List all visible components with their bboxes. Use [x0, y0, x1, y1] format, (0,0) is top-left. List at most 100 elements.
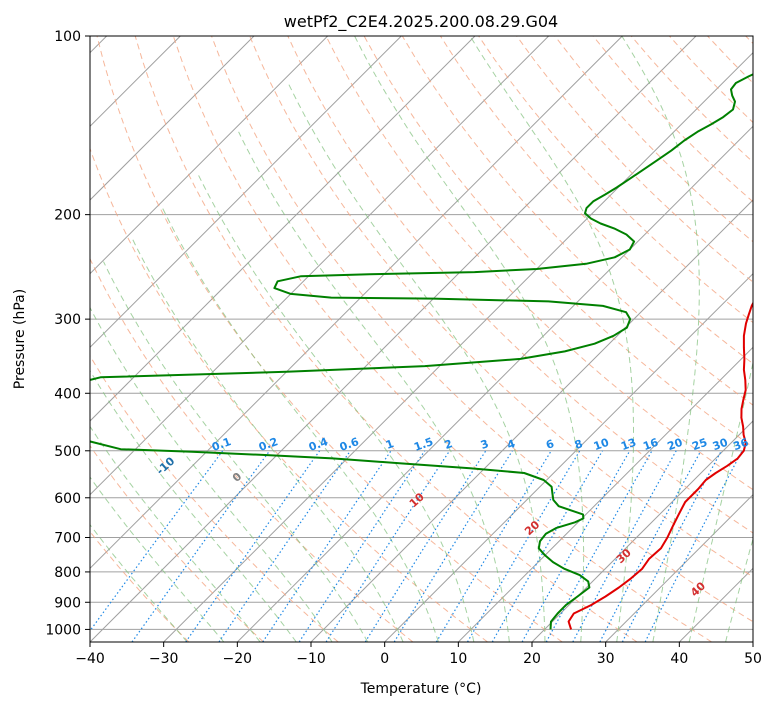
- moist-adiabat-line: [90, 369, 297, 642]
- y-tick-label: 600: [54, 491, 81, 507]
- moist-adiabat-line: [90, 476, 225, 642]
- x-tick-label: −40: [75, 651, 105, 667]
- mixing-ratio-line: [298, 450, 426, 642]
- y-tick-label: 400: [54, 386, 81, 402]
- x-axis-label: Temperature (°C): [360, 681, 482, 697]
- moist-adiabat-line: [725, 537, 753, 642]
- dry-adiabat-line: [249, 36, 753, 578]
- isotherm-line: [90, 36, 476, 422]
- x-tick-label: −20: [223, 651, 253, 667]
- isotherm-line: [90, 36, 550, 496]
- y-tick-label: 100: [54, 29, 81, 45]
- sounding-series: [90, 73, 753, 630]
- x-tick-label: 30: [597, 651, 615, 667]
- dry-adiabat-line: [96, 36, 563, 642]
- moist-adiabat-line: [469, 36, 634, 642]
- mixing-ratio-label: 0.6: [338, 435, 361, 454]
- dry-adiabat-line: [90, 354, 339, 642]
- y-tick-label: 700: [54, 531, 81, 547]
- dry-adiabat-line: [287, 36, 753, 534]
- y-tick-label: 1000: [45, 622, 81, 638]
- mixing-ratio-label: 36: [731, 436, 750, 454]
- mixing-ratio-label: 2: [443, 437, 455, 452]
- mixing-ratio-label: 4: [505, 437, 517, 452]
- mixing-ratio-label: 10: [592, 436, 611, 454]
- mixing-ratio-line: [325, 450, 451, 642]
- isotherm-line: [236, 125, 753, 642]
- mixing-ratio-label: 1: [384, 437, 396, 452]
- isotherm-line: [90, 36, 402, 349]
- isobar-grid: [90, 36, 753, 630]
- mixing-ratio-label: 0.2: [257, 435, 280, 454]
- x-tick-label: 0: [380, 651, 389, 667]
- moist-adiabat-line: [162, 207, 439, 642]
- dewpoint-profile-line: [90, 73, 753, 630]
- y-tick-label: 300: [54, 312, 81, 328]
- mixing-ratio-lines: [90, 450, 743, 642]
- y-tick-label: 500: [54, 444, 81, 460]
- isotherm-line: [163, 51, 753, 642]
- x-tick-label: 10: [449, 651, 467, 667]
- chart-title: wetPf2_C2E4.2025.200.08.29.G04: [284, 12, 558, 32]
- x-tick-label: 40: [670, 651, 688, 667]
- y-axis-label: Pressure (hPa): [12, 289, 28, 389]
- isotherm-line: [531, 420, 753, 642]
- x-tick-label: −10: [296, 651, 326, 667]
- mixing-ratio-label: 20: [666, 436, 685, 454]
- dry-adiabats: [90, 36, 753, 642]
- mixing-ratio-label: 3: [479, 437, 491, 452]
- mixing-ratio-line: [131, 450, 271, 642]
- moist-adiabat-line: [238, 131, 510, 642]
- mixing-ratio-label: 1.5: [412, 435, 435, 454]
- mixing-ratio-label: 13: [619, 436, 638, 453]
- mixing-ratio-label: 0.1: [210, 435, 233, 454]
- dry-adiabat-line: [325, 36, 753, 491]
- isotherm-line: [384, 272, 753, 642]
- mixing-ratio-label: 16: [641, 436, 660, 454]
- x-axis-ticks: −40 −30 −20 −10 0 10 20 30 40 50: [75, 642, 762, 667]
- mixing-ratio-line: [262, 450, 392, 642]
- mixing-ratio-line: [599, 450, 702, 642]
- x-tick-label: −30: [149, 651, 179, 667]
- y-tick-label: 800: [54, 565, 81, 581]
- mixing-ratio-line: [435, 450, 552, 642]
- dry-adiabat-line: [90, 444, 264, 642]
- temperature-profile-line: [567, 301, 753, 630]
- plot-area: 0.10.20.40.611.52346810131620253036-100-…: [90, 36, 753, 642]
- moist-adiabat-line: [196, 172, 475, 642]
- isotherm-line: [605, 493, 753, 642]
- moist-adiabat-line: [354, 36, 585, 642]
- moist-adiabat-line: [103, 261, 369, 642]
- y-tick-label: 900: [54, 595, 81, 611]
- mixing-ratio-line: [90, 450, 224, 632]
- y-axis-ticks: 100 200 300 400 500 600 700 800 900 1000: [45, 29, 90, 638]
- isotherm-line: [90, 36, 329, 275]
- mixing-ratio-label: 0.4: [307, 435, 330, 454]
- mixing-ratio-label: 25: [690, 436, 709, 453]
- dry-adiabat-line: [211, 36, 753, 623]
- plot-frame: [89, 35, 754, 643]
- moist-adiabat-line: [90, 306, 333, 642]
- mixing-ratio-line: [185, 450, 321, 642]
- mixing-ratio-line: [364, 450, 487, 642]
- isotherm-line: [90, 36, 697, 642]
- moist-adiabat-line: [621, 36, 700, 642]
- mixing-ratio-line: [218, 450, 351, 642]
- mixing-ratio-label: 6: [544, 437, 556, 452]
- x-tick-label: 20: [523, 651, 541, 667]
- mixing-ratio-label: 8: [573, 437, 585, 452]
- moist-adiabats: [90, 36, 753, 642]
- dry-adiabat-line: [516, 36, 753, 283]
- mixing-ratio-label: 30: [711, 436, 730, 454]
- isotherm-line: [90, 36, 623, 570]
- dry-adiabat-line: [90, 257, 414, 642]
- dry-adiabat-line: [134, 36, 638, 642]
- mixing-ratio-line: [545, 450, 653, 642]
- y-tick-label: 200: [54, 208, 81, 224]
- moist-adiabat-line: [132, 238, 404, 642]
- mixing-ratio-line: [521, 450, 631, 642]
- isotherm-line: [90, 36, 255, 201]
- moist-adiabat-line: [90, 425, 261, 642]
